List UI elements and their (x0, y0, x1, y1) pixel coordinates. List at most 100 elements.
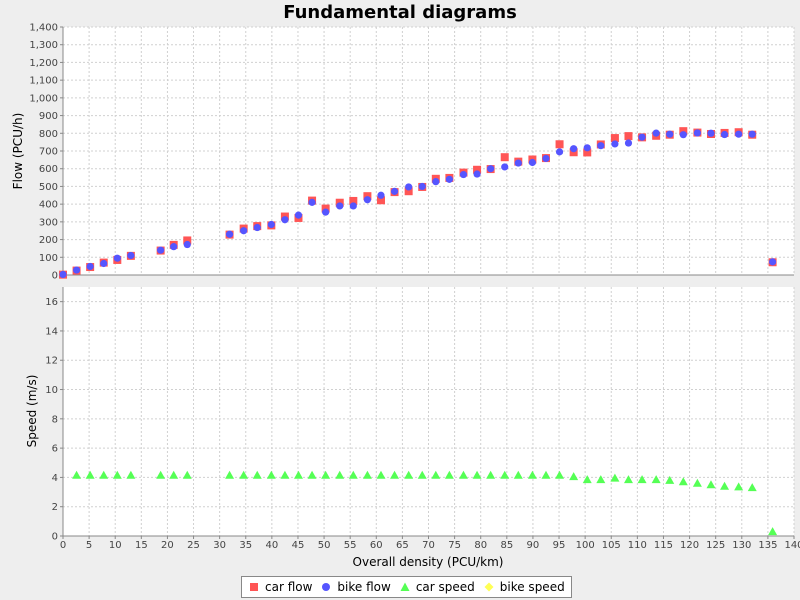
car-speed-point (225, 470, 235, 479)
x-tick-label: 105 (602, 540, 621, 551)
bottom-y-tick-label: 12 (45, 356, 58, 367)
car-flow-point (473, 165, 482, 174)
square-marker-icon (248, 581, 260, 593)
bike-flow-point (225, 230, 234, 238)
x-tick-label: 85 (500, 540, 513, 551)
car-speed-point (458, 470, 468, 479)
triangle-marker-icon (399, 581, 411, 593)
car-speed-point (706, 480, 716, 489)
tick-layer: 01002003004005006007008009001,0001,1001,… (29, 23, 800, 552)
legend-label-car-speed: car speed (415, 580, 475, 594)
car-speed-point (500, 470, 510, 479)
bike-flow-point (294, 211, 303, 219)
bike-flow-point (86, 262, 94, 271)
bike-flow-point (611, 140, 619, 148)
bike-flow-point (308, 198, 316, 206)
bottom-y-axis-label: Speed (m/s) (25, 375, 39, 448)
bike-flow-point (624, 139, 633, 147)
x-tick-label: 0 (60, 540, 66, 551)
bike-flow-point (693, 129, 702, 137)
bike-flow-point (113, 254, 121, 262)
bike-flow-point (336, 202, 344, 210)
top-y-tick-label: 1,100 (29, 76, 58, 87)
car-speed-point (85, 470, 95, 479)
car-speed-point (99, 470, 109, 479)
top-y-tick-label: 900 (39, 111, 58, 122)
chart-title: Fundamental diagrams (283, 2, 517, 23)
bottom-y-tick-label: 2 (52, 502, 58, 513)
car-speed-point (182, 470, 192, 479)
car-speed-point (582, 475, 592, 484)
x-tick-label: 15 (135, 540, 148, 551)
x-tick-label: 45 (292, 540, 305, 551)
top-y-tick-label: 500 (39, 182, 58, 193)
top-y-tick-label: 600 (39, 164, 58, 175)
car-speed-point (362, 470, 372, 479)
x-tick-label: 140 (784, 540, 800, 551)
bike-flow-point (707, 129, 715, 137)
bike-flow-point (555, 148, 564, 156)
x-tick-label: 95 (553, 540, 566, 551)
car-speed-point (280, 470, 290, 479)
bike-flow-point (377, 191, 385, 199)
car-speed-point (390, 470, 400, 479)
car-flow-point (583, 148, 592, 157)
car-speed-point (348, 470, 358, 479)
car-speed-point (112, 470, 122, 479)
legend-label-bike-flow: bike flow (337, 580, 391, 594)
x-tick-label: 125 (706, 540, 725, 551)
car-speed-point (169, 470, 179, 479)
car-speed-point (417, 470, 427, 479)
car-flow-point (376, 196, 385, 205)
car-speed-point (720, 481, 730, 490)
x-tick-label: 30 (213, 540, 226, 551)
bike-flow-point (170, 243, 178, 251)
bottom-y-tick-label: 4 (52, 473, 58, 484)
x-tick-label: 130 (732, 540, 751, 551)
bike-flow-point (127, 251, 135, 260)
x-tick-label: 75 (448, 540, 461, 551)
bike-flow-point (528, 158, 537, 167)
bike-flow-point (59, 270, 67, 279)
x-tick-label: 110 (628, 540, 647, 551)
top-y-tick-label: 200 (39, 235, 58, 246)
top-y-tick-label: 1,300 (29, 40, 58, 51)
car-flow-point (349, 196, 358, 205)
bottom-y-tick-label: 10 (45, 385, 58, 396)
bike-flow-point (267, 220, 275, 229)
x-tick-label: 35 (239, 540, 252, 551)
bike-flow-point (679, 131, 687, 139)
car-speed-point (768, 527, 778, 536)
car-speed-point (665, 475, 675, 484)
car-speed-point (72, 470, 82, 479)
car-speed-point (623, 475, 633, 484)
car-speed-point (321, 470, 331, 479)
bike-flow-point (432, 178, 440, 186)
bike-flow-point (735, 130, 743, 138)
bike-flow-point (652, 129, 660, 137)
legend-item-bike-speed: bike speed (483, 580, 565, 594)
marks-layer (59, 127, 778, 536)
bike-flow-point (418, 182, 426, 191)
bike-flow-point (405, 183, 413, 191)
bike-flow-point (597, 142, 605, 150)
car-flow-point (555, 140, 564, 149)
car-speed-point (472, 470, 482, 479)
bike-flow-point (445, 175, 453, 183)
x-axis-label: Overall density (PCU/km) (353, 555, 504, 569)
x-tick-label: 80 (474, 540, 487, 551)
car-speed-point (541, 470, 551, 479)
car-speed-point (293, 470, 303, 479)
bike-flow-point (157, 246, 165, 254)
car-speed-point (266, 470, 276, 479)
bike-flow-point (349, 202, 357, 210)
bike-flow-point (720, 130, 729, 139)
top-y-axis-label: Flow (PCU/h) (11, 113, 25, 190)
legend: car flow bike flow car speed bike speed (241, 576, 572, 598)
car-speed-point (307, 470, 317, 479)
bike-flow-point (183, 240, 191, 249)
x-tick-label: 135 (758, 540, 777, 551)
top-y-tick-label: 1,000 (29, 93, 58, 104)
car-flow-point (500, 153, 509, 162)
